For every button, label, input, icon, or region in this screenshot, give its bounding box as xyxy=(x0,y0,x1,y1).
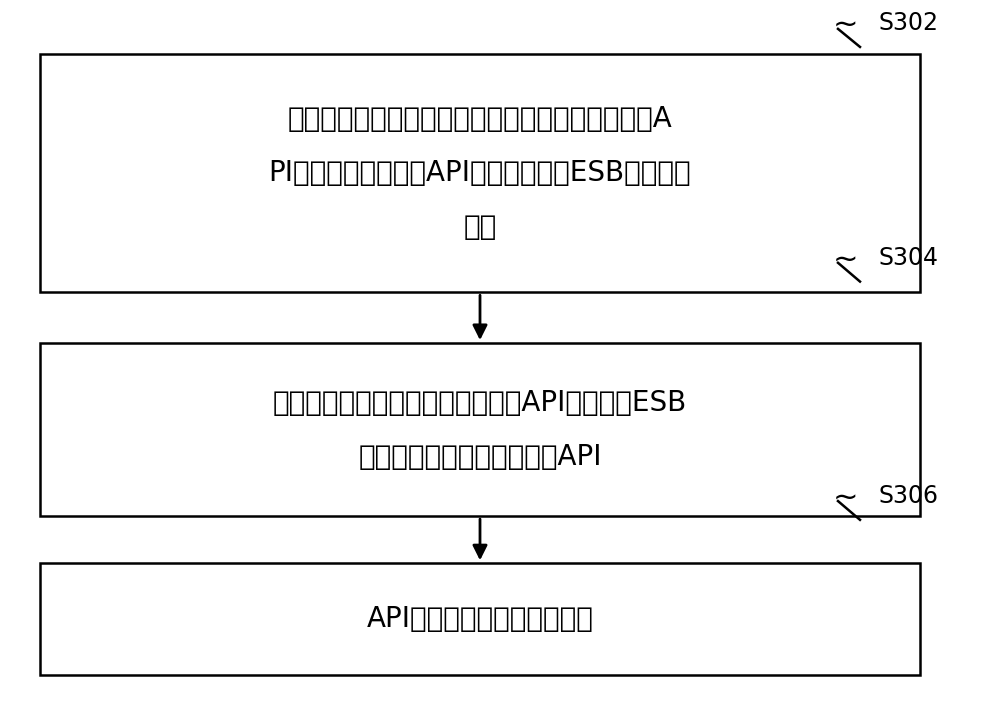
Text: ~: ~ xyxy=(832,484,858,513)
Text: 区分协议类型，为每种类型的协议发布一个统一的A: 区分协议类型，为每种类型的协议发布一个统一的A xyxy=(288,105,672,133)
Bar xyxy=(40,54,920,292)
Text: 入口: 入口 xyxy=(463,214,497,241)
Text: PI入口，所述统一的API入口即为所述ESB统一门面: PI入口，所述统一的API入口即为所述ESB统一门面 xyxy=(269,160,691,187)
Text: 统一门面入口连接到每一个API: 统一门面入口连接到每一个API xyxy=(358,443,602,471)
Text: API之间相互互联，形成网络: API之间相互互联，形成网络 xyxy=(367,605,593,633)
Text: ~: ~ xyxy=(832,11,858,40)
Text: S306: S306 xyxy=(878,484,938,508)
Text: S304: S304 xyxy=(878,245,938,270)
Text: 通过服务调用关系，找到不同业务API，将所述ESB: 通过服务调用关系，找到不同业务API，将所述ESB xyxy=(273,388,687,417)
Bar xyxy=(40,343,920,516)
Bar xyxy=(40,563,920,675)
Text: S302: S302 xyxy=(878,11,938,35)
Text: ~: ~ xyxy=(832,245,858,274)
